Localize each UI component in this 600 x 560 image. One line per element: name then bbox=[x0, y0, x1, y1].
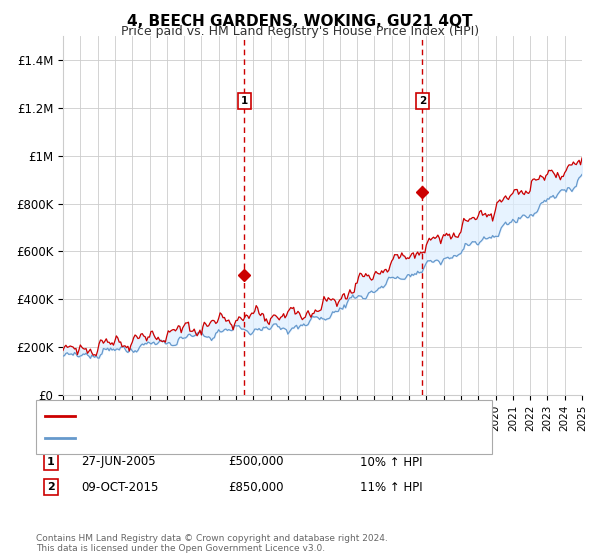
Text: 2: 2 bbox=[47, 482, 55, 492]
Text: 27-JUN-2005: 27-JUN-2005 bbox=[81, 455, 155, 469]
Text: 4, BEECH GARDENS, WOKING, GU21 4QT: 4, BEECH GARDENS, WOKING, GU21 4QT bbox=[127, 14, 473, 29]
Text: 09-OCT-2015: 09-OCT-2015 bbox=[81, 480, 158, 494]
Text: HPI: Average price, detached house, Woking: HPI: Average price, detached house, Woki… bbox=[81, 433, 323, 444]
Text: 2: 2 bbox=[419, 96, 426, 106]
Text: £500,000: £500,000 bbox=[228, 455, 284, 469]
Text: 10% ↑ HPI: 10% ↑ HPI bbox=[360, 455, 422, 469]
Text: 11% ↑ HPI: 11% ↑ HPI bbox=[360, 480, 422, 494]
Text: 1: 1 bbox=[47, 457, 55, 467]
Text: £850,000: £850,000 bbox=[228, 480, 284, 494]
Text: 1: 1 bbox=[241, 96, 248, 106]
Text: Price paid vs. HM Land Registry's House Price Index (HPI): Price paid vs. HM Land Registry's House … bbox=[121, 25, 479, 38]
Text: Contains HM Land Registry data © Crown copyright and database right 2024.
This d: Contains HM Land Registry data © Crown c… bbox=[36, 534, 388, 553]
Text: 4, BEECH GARDENS, WOKING, GU21 4QT (detached house): 4, BEECH GARDENS, WOKING, GU21 4QT (deta… bbox=[81, 411, 405, 421]
